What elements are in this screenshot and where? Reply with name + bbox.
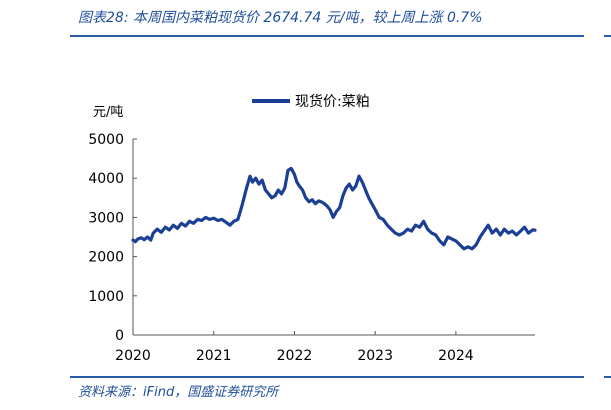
y-tick-label: 1000	[88, 289, 124, 305]
y-tick-label: 5000	[88, 132, 124, 148]
bottom-rule	[70, 376, 584, 378]
bottom-edge-mark	[604, 376, 611, 378]
series-line-rapeseed-meal	[131, 166, 537, 251]
x-tick-label: 2023	[357, 348, 393, 364]
x-tick-label: 2024	[438, 348, 474, 364]
top-rule	[70, 35, 584, 37]
y-tick-label: 2000	[88, 250, 124, 266]
y-tick-label: 0	[115, 328, 124, 344]
x-tick-label: 2022	[277, 348, 313, 364]
y-axis-label: 元/吨	[93, 105, 123, 120]
legend-label: 现货价:菜粕	[295, 93, 370, 110]
x-tick-label: 2020	[115, 348, 151, 364]
figure-title: 图表28: 本周国内菜粕现货价 2674.74 元/吨，较上周上涨 0.7%	[78, 10, 483, 26]
y-tick-label: 3000	[88, 210, 124, 226]
source-note: 资料来源：iFind，国盛证券研究所	[78, 385, 279, 400]
y-tick-label: 4000	[88, 171, 124, 187]
x-tick-label: 2021	[196, 348, 232, 364]
top-edge-mark	[604, 35, 611, 37]
